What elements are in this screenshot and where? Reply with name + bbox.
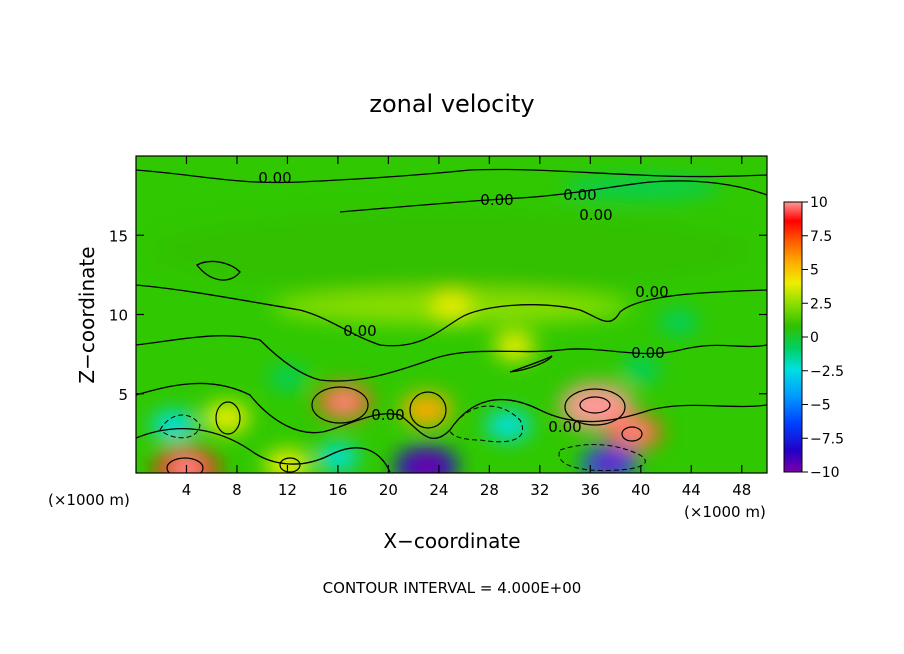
- contour-lines: [136, 168, 767, 473]
- contour-label: 0.00: [563, 186, 596, 204]
- contour-label: 0.00: [258, 169, 291, 187]
- field-positive-upper-x25: [432, 293, 471, 320]
- x-tick-label: 4: [182, 481, 192, 499]
- field-negative-x29: [485, 410, 532, 441]
- x-tick-label: 48: [732, 481, 751, 499]
- x-tick-label: 44: [682, 481, 701, 499]
- field-positive-upper-x30: [493, 332, 536, 361]
- x-tick-label: 20: [379, 481, 398, 499]
- y-tick-label: 10: [109, 307, 128, 325]
- contour-label: 0.00: [343, 322, 376, 340]
- contour-dashed: [159, 405, 646, 471]
- x-axis-ticks: 4 8 12 16 20 24 28 32 36 40 44 48: [182, 156, 751, 499]
- contour-label: 0.00: [371, 406, 404, 424]
- field-positive-x12-base: [264, 449, 311, 473]
- field-negative-x3: [151, 410, 197, 441]
- colorbar-tick-label: −2.5: [810, 364, 844, 380]
- field-negative-x40: [621, 356, 661, 384]
- x-tick-label: 24: [429, 481, 448, 499]
- heatmap-field: 0.00 0.00 0.00 0.00 0.00 0.00 0.00 0.00 0.00: [136, 156, 767, 473]
- colorbar-ticks: 10 7.5 5 2.5 0 −2.5 −5 −7.5 −10: [802, 195, 844, 481]
- y-axis-ticks: 5 10 15: [109, 227, 767, 404]
- y-axis-label: Z−coordinate: [75, 246, 99, 383]
- field-negative-x16-base: [317, 443, 359, 472]
- field-core-negative-x37-base: [595, 454, 623, 473]
- contour-label: 0.00: [579, 206, 612, 224]
- field-band-2: [560, 177, 721, 198]
- contour-interval-note: CONTOUR INTERVAL = 4.000E+00: [323, 579, 582, 597]
- colorbar-tick-label: 2.5: [810, 296, 832, 312]
- x-tick-label: 8: [232, 481, 242, 499]
- contour-label: 0.00: [480, 191, 513, 209]
- contour-solid-highs: [166, 386, 643, 473]
- x-tick-label: 28: [480, 481, 499, 499]
- field-positive-x7: [204, 402, 250, 433]
- colorbar: [783, 201, 803, 473]
- y-tick-label: 5: [118, 386, 128, 404]
- contour-label: 0.00: [631, 344, 664, 362]
- x-tick-label: 36: [581, 481, 600, 499]
- contour-label-group: 0.00 0.00 0.00 0.00 0.00 0.00 0.00 0.00 0.00: [258, 169, 668, 436]
- x-tick-label: 16: [328, 481, 347, 499]
- field-positive-x23: [401, 393, 452, 427]
- colorbar-tick-label: −5: [810, 398, 831, 414]
- field-core-negative-x23-base: [410, 456, 443, 473]
- colorbar-tick-label: 0: [810, 330, 819, 346]
- x-tick-label: 32: [530, 481, 549, 499]
- colorbar-tick-label: 5: [810, 263, 819, 279]
- field-negative-x12: [269, 365, 306, 391]
- colorbar-tick-label: 7.5: [810, 229, 832, 245]
- colorbar-tick-label: 10: [810, 195, 828, 211]
- y-tick-label: 15: [109, 227, 128, 245]
- x-tick-label: 12: [278, 481, 297, 499]
- field-core-positive-x17: [330, 392, 358, 411]
- x-tick-label: 40: [631, 481, 650, 499]
- chart-title: zonal velocity: [369, 90, 534, 118]
- colorbar-tick-label: −7.5: [810, 431, 844, 447]
- contour-label: 0.00: [635, 283, 668, 301]
- field-band-0: [151, 211, 752, 292]
- field-core-positive-x39: [620, 422, 649, 441]
- colorbar-tick-label: −10: [810, 465, 840, 481]
- x-axis-label: X−coordinate: [383, 529, 520, 553]
- field-negative-x43: [659, 309, 699, 336]
- contour-label: 0.00: [548, 418, 581, 436]
- x-axis-unit-right: (×1000 m): [684, 503, 766, 521]
- x-axis-unit-left: (×1000 m): [48, 491, 130, 509]
